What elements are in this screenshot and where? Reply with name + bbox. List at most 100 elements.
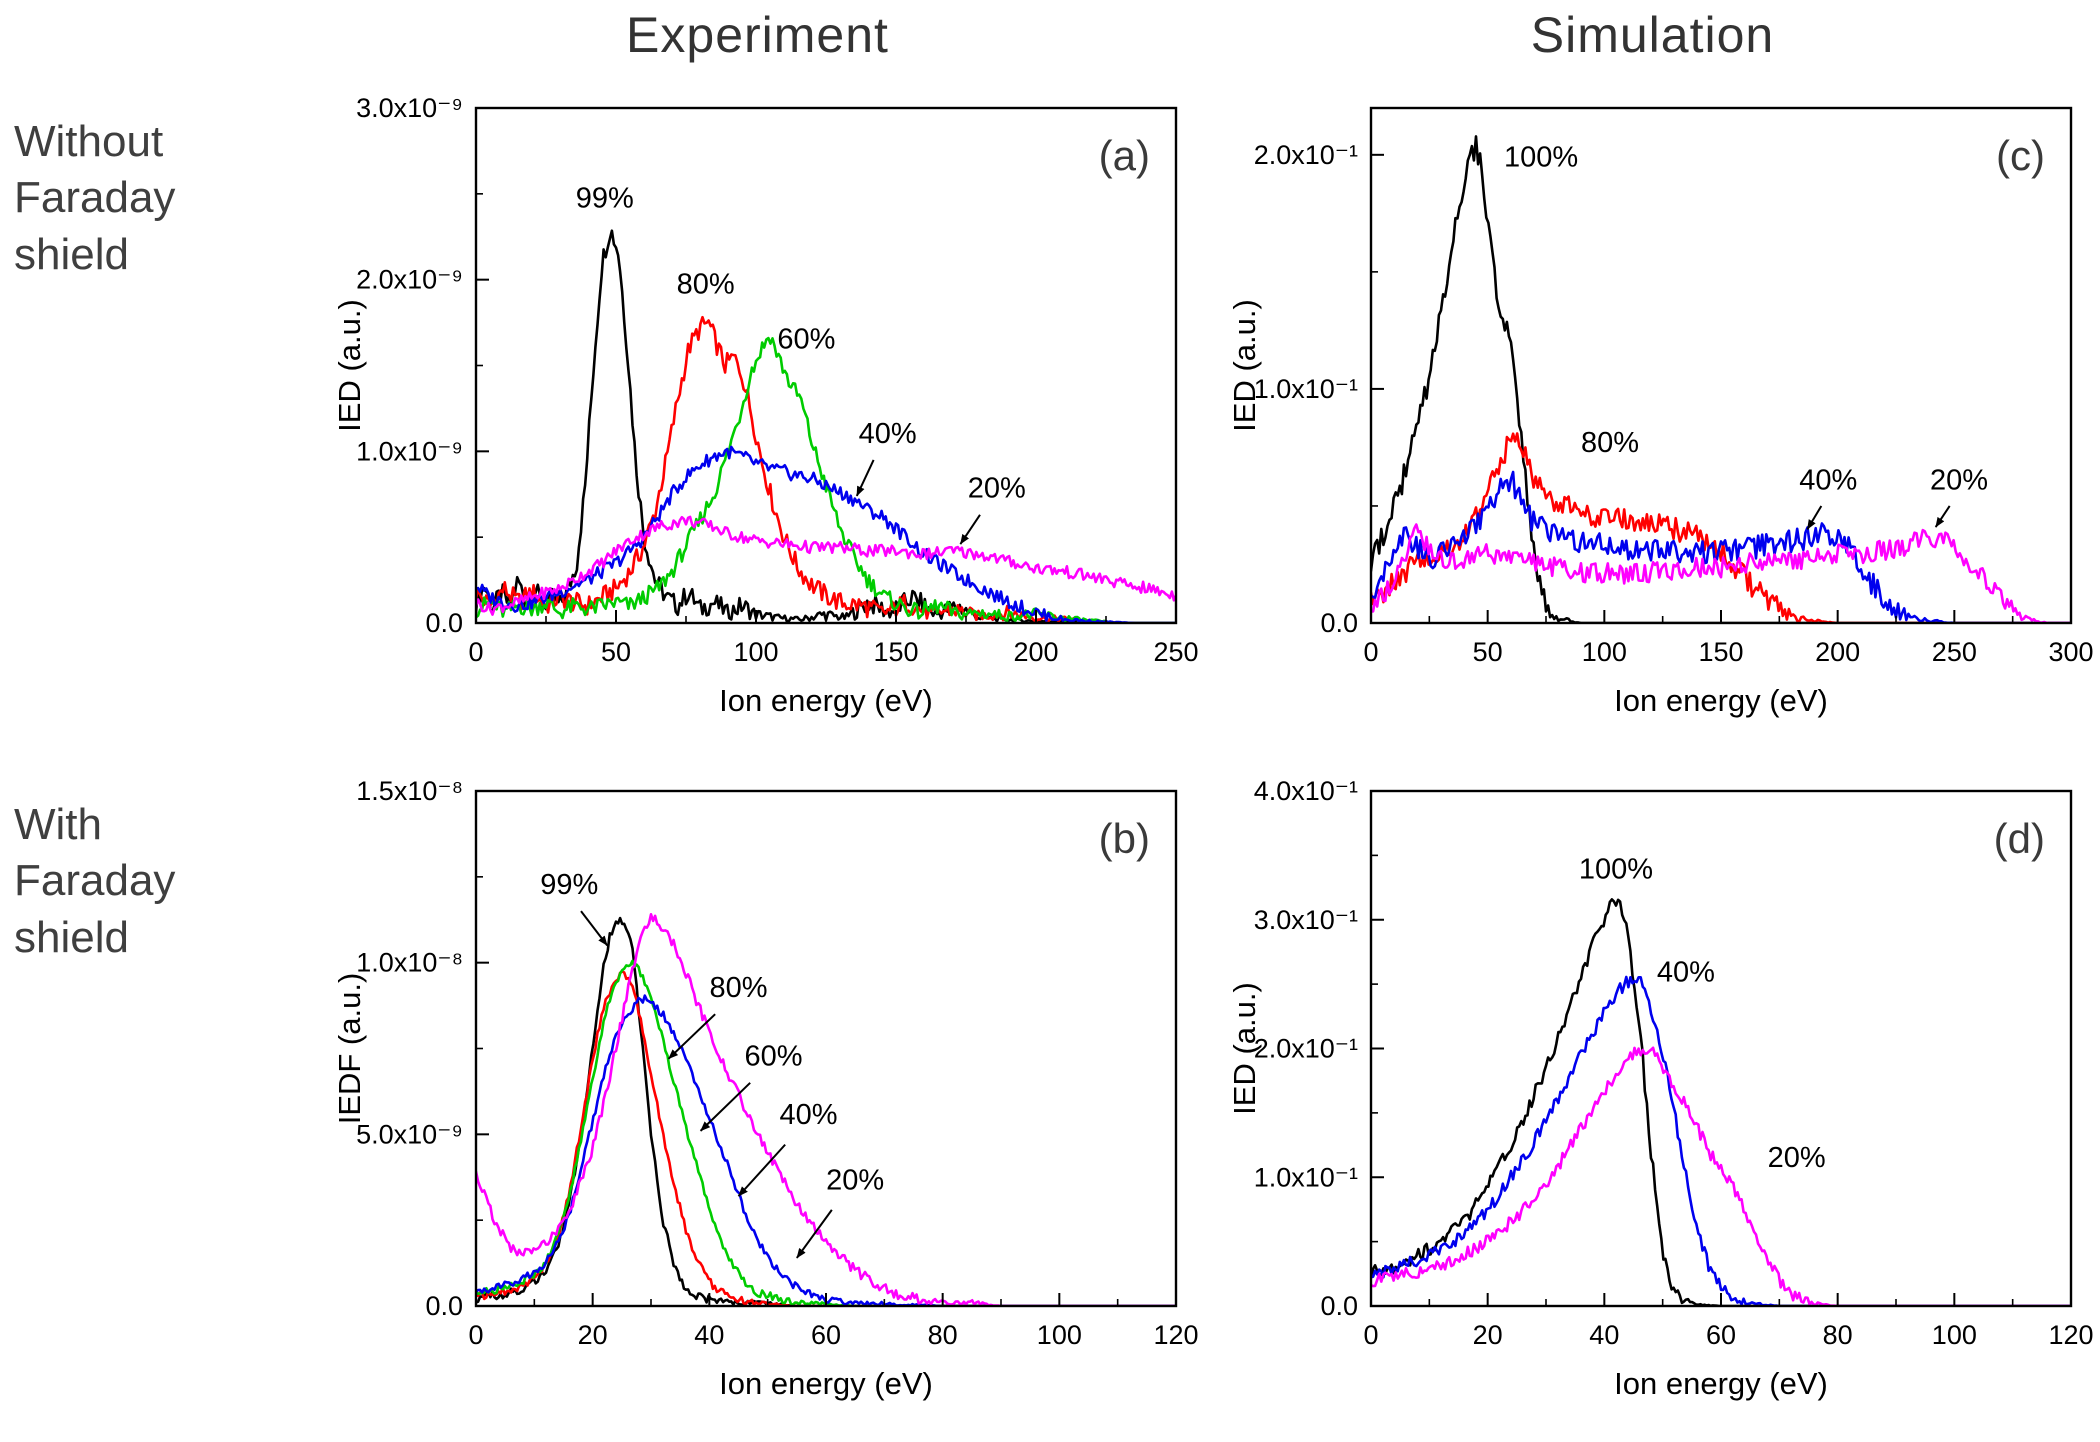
curve-annotation: 20% [826, 1164, 884, 1196]
y-tick-label: 2.0x10⁻¹ [1253, 140, 1357, 170]
annotation-arrow [737, 1143, 786, 1197]
series-line-20pct [475, 913, 1176, 1306]
plot-frame [1369, 789, 2072, 1308]
y-tick-label: 2.0x10⁻¹ [1253, 1034, 1357, 1064]
annotation-arrow [699, 1082, 751, 1132]
panel-label-d: (d) [1993, 815, 2044, 862]
y-tick-label: 2.0x10⁻⁹ [356, 265, 463, 295]
x-axis-title: Ion energy (eV) [1614, 683, 1828, 718]
series-line-40pct [475, 994, 1176, 1306]
curve-annotation: 99% [575, 183, 633, 215]
annotation-arrow [855, 459, 875, 497]
series-group-c [1370, 135, 2071, 623]
x-tick-label: 50 [1472, 637, 1502, 667]
y-tick-label: 3.0x10⁻⁹ [356, 93, 463, 123]
x-tick-label: 60 [810, 1320, 840, 1350]
curve-annotation: 80% [1581, 427, 1639, 459]
x-tick-label: 200 [1013, 637, 1058, 667]
y-tick-label: 1.5x10⁻⁸ [356, 776, 463, 806]
x-tick-label: 100 [1581, 637, 1626, 667]
curve-annotation: 40% [1799, 465, 1857, 497]
chart-svg-b: 0 20 40 60 80 100 120 0.0 5.0x10⁻⁹ 1.0x10⁻⁸ 1.5x10… [332, 776, 1198, 1401]
curve-annotation: 60% [777, 323, 835, 355]
curve-annotation: 20% [967, 473, 1025, 505]
y-tick-label: 0.0 [425, 1291, 463, 1321]
x-tick-label: 50 [600, 637, 630, 667]
y-tick-label: 1.0x10⁻⁹ [356, 436, 463, 466]
series-line-100pct [1370, 135, 2071, 623]
row-label-without-shield: Without Faraday shield [14, 117, 176, 279]
x-tick-label: 250 [1153, 637, 1198, 667]
chart-svg-c: 0 50 100 150 200 250 300 0.0 1.0x10⁻¹ 2.0x10⁻¹ Ion… [1227, 106, 2093, 718]
chart-svg-a: 0 50 100 150 200 250 0.0 1.0x10⁻⁹ 2.0x10⁻⁹ 3.0x10… [332, 93, 1198, 718]
y-tick-label: 4.0x10⁻¹ [1253, 776, 1357, 806]
series-line-40pct [1370, 975, 2071, 1306]
curve-annotation: 20% [1929, 465, 1987, 497]
x-tick-label: 80 [1822, 1320, 1852, 1350]
y-tick-label: 0.0 [1320, 1291, 1358, 1321]
series-group-a [475, 229, 1176, 623]
panel-label-a: (a) [1098, 132, 1149, 179]
y-axis-title: IED (a.u.) [1227, 299, 1262, 432]
annotation-arrow [579, 910, 608, 947]
panel-b-experiment-with-shield: 0 20 40 60 80 100 120 0.0 5.0x10⁻⁹ 1.0x10⁻⁸ 1.5x10… [310, 763, 1205, 1442]
series-line-99pct [475, 229, 1176, 623]
annotation-arrow [1934, 505, 1950, 528]
x-tick-label: 40 [694, 1320, 724, 1350]
column-title-row: Experiment Simulation [0, 0, 2100, 76]
series-line-20pct [1370, 1046, 2071, 1306]
x-tick-label: 100 [1931, 1320, 1976, 1350]
x-tick-label: 200 [1815, 637, 1860, 667]
annotation-arrow [1805, 505, 1822, 530]
annotation-arrow [667, 1013, 716, 1060]
x-axis-title: Ion energy (eV) [719, 683, 933, 718]
panel-c-simulation-without-shield: 0 50 100 150 200 250 300 0.0 1.0x10⁻¹ 2.0x10⁻¹ Ion… [1205, 80, 2100, 759]
panel-label-b: (b) [1098, 815, 1149, 862]
x-tick-label: 80 [927, 1320, 957, 1350]
x-tick-label: 250 [1931, 637, 1976, 667]
x-tick-label: 120 [2048, 1320, 2093, 1350]
chart-svg-d: 0 20 40 60 80 100 120 0.0 1.0x10⁻¹ 2.0x10⁻¹ 3.0x10… [1227, 776, 2093, 1401]
row-with-shield: With Faraday shield 0 20 40 60 80 100 120 0.0 5.… [0, 763, 2100, 1442]
series-line-60pct [475, 959, 1176, 1306]
y-tick-label: 3.0x10⁻¹ [1253, 905, 1357, 935]
panel-a-experiment-without-shield: 0 50 100 150 200 250 0.0 1.0x10⁻⁹ 2.0x10⁻⁹ 3.0x10… [310, 80, 1205, 759]
y-tick-label: 0.0 [425, 608, 463, 638]
x-tick-label: 0 [468, 1320, 483, 1350]
x-tick-label: 20 [577, 1320, 607, 1350]
x-tick-label: 60 [1705, 1320, 1735, 1350]
column-title-experiment: Experiment [626, 7, 889, 63]
series-line-80pct [1370, 432, 2071, 623]
row-label-with-shield: With Faraday shield [14, 800, 176, 962]
y-tick-label: 5.0x10⁻⁹ [356, 1119, 463, 1149]
y-tick-label: 1.0x10⁻¹ [1253, 1162, 1357, 1192]
curve-annotation: 20% [1767, 1142, 1825, 1174]
x-tick-label: 0 [468, 637, 483, 667]
curve-annotation: 100% [1578, 854, 1652, 886]
curve-annotation: 100% [1504, 142, 1578, 174]
series-line-20pct [1370, 523, 2071, 623]
x-tick-label: 120 [1153, 1320, 1198, 1350]
y-axis-title: IEDF (a.u.) [332, 973, 367, 1125]
series-line-40pct [475, 445, 1176, 623]
x-tick-label: 20 [1472, 1320, 1502, 1350]
x-tick-label: 0 [1363, 637, 1378, 667]
curve-annotation: 80% [676, 268, 734, 300]
column-title-simulation: Simulation [1530, 7, 1775, 63]
y-tick-label: 1.0x10⁻¹ [1253, 374, 1357, 404]
panel-d-simulation-with-shield: 0 20 40 60 80 100 120 0.0 1.0x10⁻¹ 2.0x10⁻¹ 3.0x10… [1205, 763, 2100, 1442]
x-axis-title: Ion energy (eV) [719, 1366, 933, 1401]
series-line-100pct [1370, 898, 2071, 1306]
curve-annotation: 40% [779, 1099, 837, 1131]
x-tick-label: 40 [1589, 1320, 1619, 1350]
row-without-shield: Without Faraday shield 0 50 100 150 200 250 0.… [0, 80, 2100, 759]
annotation-arrow [795, 1209, 833, 1259]
y-tick-label: 0.0 [1320, 608, 1358, 638]
series-line-80pct [475, 970, 1176, 1306]
x-axis-title: Ion energy (eV) [1614, 1366, 1828, 1401]
curve-annotation: 40% [858, 418, 916, 450]
panel-label-c: (c) [1996, 132, 2045, 179]
y-tick-label: 1.0x10⁻⁸ [356, 948, 463, 978]
annotation-arrow [959, 514, 981, 545]
